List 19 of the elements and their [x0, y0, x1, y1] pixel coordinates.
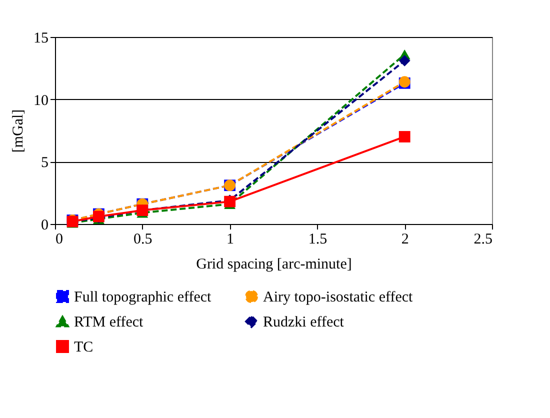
legend-label: Full topographic effect: [74, 290, 212, 306]
x-tick-label: 2: [401, 232, 409, 248]
legend-label: TC: [74, 340, 94, 356]
y-tick-label: 10: [34, 92, 48, 109]
x-tick-label: 1.5: [308, 232, 328, 248]
x-tick-label: 0.5: [134, 232, 152, 248]
point: [398, 131, 410, 142]
legend-label: RTM effect: [74, 314, 144, 330]
legend-label: Airy topo-isostatic effect: [263, 290, 414, 306]
x-tick-label: 1: [226, 232, 234, 248]
legend-label: Rudzki effect: [263, 314, 345, 330]
y-tick-label: 0: [41, 218, 48, 234]
y-tick-label: 15: [34, 30, 48, 46]
x-axis-title: Grid spacing [arc-minute]: [196, 256, 352, 272]
x-tick-label: 2.5: [474, 232, 492, 248]
y-tick-label: 5: [41, 155, 48, 172]
x-tick-label: 0: [56, 232, 63, 248]
point: [398, 54, 410, 66]
y-axis-title: [mGal]: [10, 109, 26, 153]
